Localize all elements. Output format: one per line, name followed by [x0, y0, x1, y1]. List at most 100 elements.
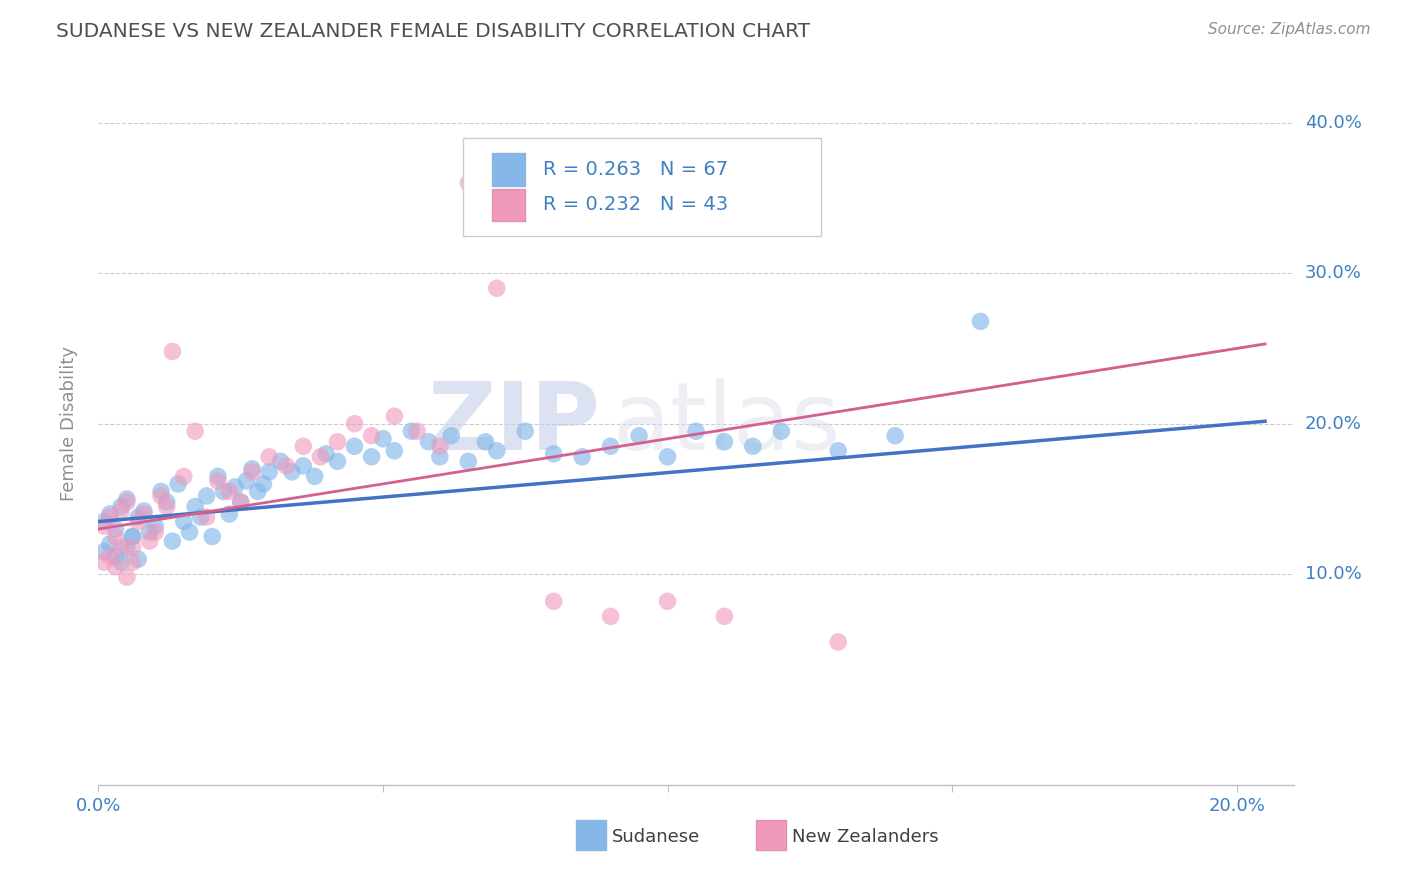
Point	[150, 484, 173, 499]
Text: R = 0.263   N = 67: R = 0.263 N = 67	[543, 160, 728, 179]
Point	[270, 454, 292, 468]
Point	[173, 515, 195, 529]
Point	[195, 489, 218, 503]
Bar	[492, 153, 524, 186]
Point	[315, 447, 337, 461]
Point	[599, 439, 621, 453]
Point	[485, 443, 508, 458]
Point	[98, 510, 121, 524]
Point	[207, 474, 229, 488]
Point	[229, 495, 252, 509]
Point	[212, 484, 235, 499]
Point	[110, 504, 132, 518]
Text: ZIP: ZIP	[427, 377, 600, 470]
Point	[121, 555, 143, 569]
Point	[406, 424, 429, 438]
Point	[252, 476, 274, 491]
Point	[110, 540, 132, 554]
Point	[143, 524, 166, 539]
Point	[360, 450, 382, 464]
Point	[156, 495, 179, 509]
Point	[276, 458, 298, 473]
Point	[93, 519, 115, 533]
Point	[127, 552, 149, 566]
Point	[179, 524, 201, 539]
Point	[371, 432, 394, 446]
Bar	[492, 188, 524, 221]
Point	[685, 424, 707, 438]
Point	[343, 439, 366, 453]
Point	[382, 443, 405, 458]
Point	[162, 534, 184, 549]
FancyBboxPatch shape	[463, 138, 821, 235]
Point	[457, 176, 479, 190]
Point	[309, 450, 332, 464]
Text: 30.0%: 30.0%	[1305, 264, 1361, 282]
Point	[969, 314, 991, 328]
Text: Sudanese: Sudanese	[613, 828, 700, 846]
Point	[98, 549, 121, 564]
Point	[304, 469, 326, 483]
Point	[143, 519, 166, 533]
Point	[281, 465, 304, 479]
Point	[599, 609, 621, 624]
Point	[218, 507, 240, 521]
Point	[257, 450, 280, 464]
Point	[218, 484, 240, 499]
Point	[246, 484, 269, 499]
Point	[429, 450, 451, 464]
Point	[173, 469, 195, 483]
Text: New Zealanders: New Zealanders	[792, 828, 938, 846]
Point	[98, 507, 121, 521]
Point	[382, 409, 405, 424]
Text: 10.0%: 10.0%	[1305, 566, 1361, 583]
Point	[115, 540, 138, 554]
Point	[207, 469, 229, 483]
Point	[110, 500, 132, 514]
Point	[224, 480, 246, 494]
Point	[132, 507, 155, 521]
Point	[98, 537, 121, 551]
Point	[429, 439, 451, 453]
Point	[195, 510, 218, 524]
Point	[201, 530, 224, 544]
Point	[628, 428, 651, 442]
Point	[121, 530, 143, 544]
Point	[240, 462, 263, 476]
Point	[121, 540, 143, 554]
Point	[343, 417, 366, 431]
Point	[184, 424, 207, 438]
Point	[401, 424, 423, 438]
Point	[104, 549, 127, 564]
Point	[741, 439, 763, 453]
Point	[292, 458, 315, 473]
Text: atlas: atlas	[613, 377, 841, 470]
Point	[156, 500, 179, 514]
Point	[440, 428, 463, 442]
Point	[292, 439, 315, 453]
Point	[515, 424, 537, 438]
Point	[115, 495, 138, 509]
Point	[132, 504, 155, 518]
Point	[229, 495, 252, 509]
Point	[138, 524, 160, 539]
Point	[115, 570, 138, 584]
Text: 40.0%: 40.0%	[1305, 113, 1361, 132]
Point	[104, 559, 127, 574]
Point	[543, 594, 565, 608]
Point	[571, 450, 593, 464]
Point	[184, 500, 207, 514]
Point	[657, 594, 679, 608]
Point	[457, 454, 479, 468]
Text: R = 0.232   N = 43: R = 0.232 N = 43	[543, 195, 728, 214]
Bar	[756, 820, 786, 850]
Point	[657, 450, 679, 464]
Point	[127, 515, 149, 529]
Point	[121, 530, 143, 544]
Y-axis label: Female Disability: Female Disability	[59, 346, 77, 501]
Point	[827, 443, 849, 458]
Point	[418, 434, 440, 449]
Point	[474, 434, 496, 449]
Point	[150, 489, 173, 503]
Point	[167, 476, 190, 491]
